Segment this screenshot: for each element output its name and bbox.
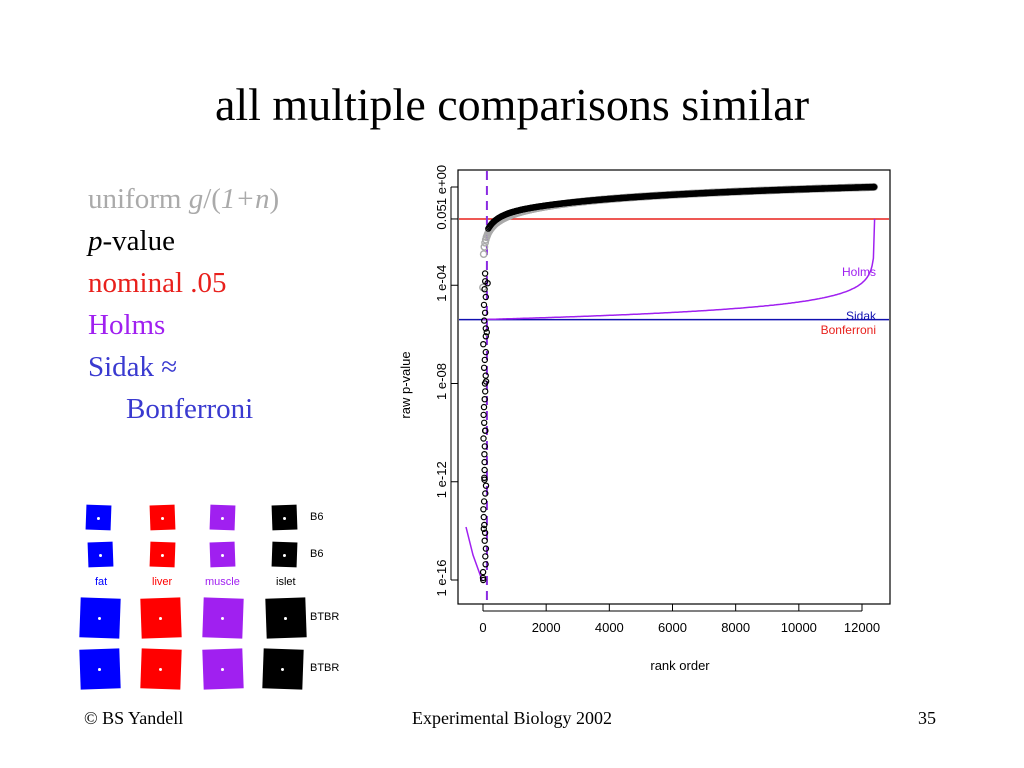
- swatch-row-label: BTBR: [310, 611, 340, 623]
- y-tick-label: 0.05: [434, 204, 449, 229]
- observed-point: [482, 427, 489, 434]
- observed-point: [481, 419, 488, 426]
- observed-point: [482, 553, 489, 560]
- observed-point: [481, 443, 488, 450]
- legend-holms: Holms: [88, 309, 166, 341]
- observed-point: [482, 348, 489, 356]
- observed-point: [480, 341, 487, 348]
- observed-point: [480, 403, 488, 411]
- legend-sidak: Sidak ≈: [88, 351, 178, 383]
- observed-point: [481, 270, 489, 277]
- uniform-point: [480, 242, 489, 251]
- observed-point: [480, 364, 488, 371]
- y-tick-label: 1 e-16: [434, 560, 449, 597]
- observed-point: [480, 576, 487, 584]
- observed-point: [481, 356, 488, 364]
- swatch-column-label: fat: [95, 576, 108, 588]
- x-tick-label: 6000: [658, 620, 687, 635]
- annotation-holms: Holms: [842, 265, 876, 279]
- legend-bonferroni: Bonferroni: [126, 393, 254, 425]
- observed-point: [481, 521, 488, 529]
- y-tick-label: 1 e-08: [434, 363, 449, 400]
- footer-center: Experimental Biology 2002: [412, 708, 612, 728]
- uniform-point: [481, 238, 489, 247]
- x-tick-label: 2000: [532, 620, 561, 635]
- uniform-point: [479, 250, 488, 259]
- observed-point: [482, 482, 490, 489]
- observed-point: [481, 309, 489, 316]
- swatch-column-label: muscle: [205, 576, 240, 588]
- annotation-bonferroni: Bonferroni: [821, 323, 876, 337]
- y-tick-label: 1 e+00: [434, 165, 449, 205]
- y-axis-label: raw p-value: [398, 351, 413, 418]
- footer-left: © BS Yandell: [84, 708, 184, 728]
- x-tick-label: 10000: [781, 620, 817, 635]
- x-tick-label: 0: [479, 620, 486, 635]
- observed-point: [482, 561, 489, 568]
- observed-point: [481, 458, 488, 466]
- x-tick-label: 4000: [595, 620, 624, 635]
- observed-point: [480, 525, 487, 533]
- observed-point: [483, 329, 490, 336]
- observed-point: [481, 466, 488, 474]
- observed-point: [482, 293, 489, 301]
- x-tick-label: 8000: [721, 620, 750, 635]
- swatch-column-label: islet: [276, 576, 296, 588]
- observed-point: [479, 568, 487, 576]
- x-axis-label: rank order: [650, 658, 710, 673]
- observed-point: [482, 490, 489, 497]
- observed-point: [481, 529, 489, 537]
- observed-point: [481, 286, 488, 293]
- legend-nominal: nominal .05: [88, 267, 227, 299]
- swatch-column-label: liver: [152, 576, 173, 588]
- x-tick-label: 12000: [844, 620, 880, 635]
- legend-uniform: uniform g/(1+n): [88, 183, 280, 215]
- observed-point: [480, 411, 487, 419]
- observed-point: [481, 474, 488, 481]
- observed-point: [482, 333, 489, 340]
- y-tick-label: 1 e-04: [434, 265, 449, 302]
- legend-pvalue: p-value: [88, 225, 175, 257]
- plot-frame: [457, 169, 891, 605]
- observed-point: [480, 506, 487, 513]
- observed-point: [482, 372, 489, 379]
- observed-point: [482, 278, 489, 285]
- y-tick-label: 1 e-12: [434, 461, 449, 498]
- observed-point: [480, 435, 487, 442]
- observed-point: [480, 513, 487, 521]
- observed-point: [482, 325, 489, 332]
- observed-point: [480, 498, 488, 505]
- slide-title: all multiple comparisons similar: [214, 79, 810, 130]
- observed-point: [481, 380, 489, 387]
- observed-point: [871, 183, 878, 191]
- legend-list: uniform g/(1+n) p-value nominal .05 Holm…: [88, 178, 279, 430]
- holms-curve: [483, 218, 876, 321]
- observed-point: [481, 396, 488, 403]
- observed-point: [481, 451, 488, 458]
- annotation-sidak: Sidak: [846, 309, 877, 323]
- swatch-row-label: B6: [310, 547, 324, 560]
- swatch-row-label: B6: [310, 510, 324, 523]
- observed-point: [481, 317, 488, 324]
- holms-curve-tail: [465, 526, 483, 581]
- footer-right: 35: [918, 708, 936, 728]
- observed-point: [481, 537, 488, 544]
- swatch-row-label: BTBR: [310, 662, 340, 674]
- observed-point: [482, 545, 490, 552]
- observed-point: [482, 388, 489, 395]
- observed-point: [480, 301, 488, 309]
